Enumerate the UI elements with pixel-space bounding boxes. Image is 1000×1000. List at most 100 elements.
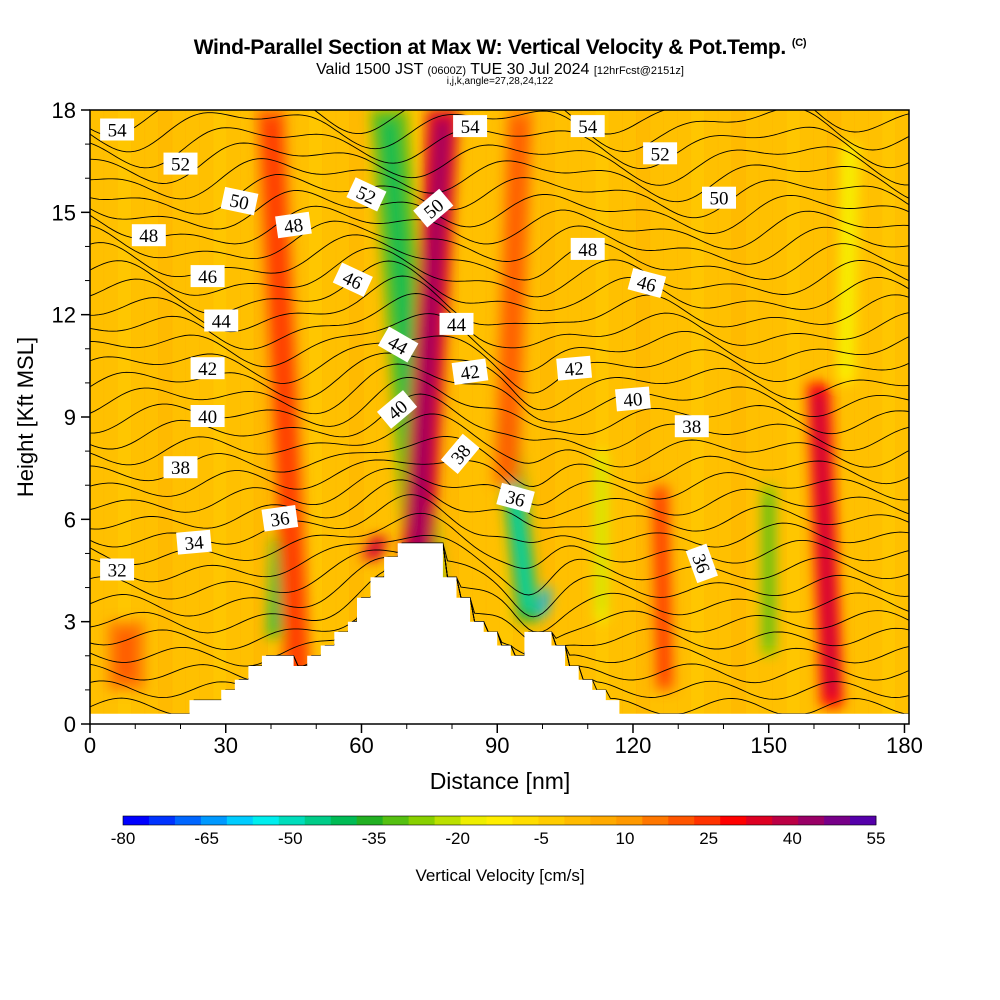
isentrope-label-text: 52: [171, 155, 190, 176]
colorbar: -80 -65 -50 -35 -20 -5 10 25 40 55: [111, 815, 885, 848]
field-band: [349, 110, 364, 724]
label-box: [346, 177, 387, 212]
isentrope-label-text: 32: [108, 561, 127, 582]
label-box: [163, 152, 198, 175]
isentrope: [90, 205, 909, 250]
isentrope: [90, 534, 909, 596]
x-tick-label: 180: [886, 733, 923, 758]
isentrope-label-text: 50: [228, 190, 251, 214]
field-band: [745, 110, 760, 724]
isentrope: [90, 542, 909, 633]
colorbar-tick-label: -50: [278, 829, 303, 848]
isentrope-label-text: 50: [710, 189, 729, 210]
colorbar-swatch: [252, 816, 280, 825]
label-box: [100, 558, 135, 581]
isentrope-label: 48: [275, 211, 312, 239]
field-band: [786, 110, 801, 724]
isentrope-label: 32: [100, 558, 135, 582]
valid-date: TUE 30 Jul 2024: [470, 61, 590, 78]
y-tick-label: 6: [64, 507, 76, 532]
field-band: [608, 110, 623, 724]
isentrope-label-text: 42: [459, 361, 481, 384]
isentrope-label: 44: [439, 312, 474, 336]
isentrope-label-text: 38: [682, 417, 701, 438]
isentrope-label-text: 54: [578, 117, 598, 138]
isentrope-label: 36: [685, 543, 718, 584]
label-box: [220, 186, 259, 216]
label-box: [376, 390, 418, 429]
isentrope-label-text: 38: [171, 458, 190, 479]
colorbar-tick-label: -35: [362, 829, 387, 848]
label-box: [131, 224, 166, 247]
colorbar-tick-label: -20: [445, 829, 470, 848]
isentrope-label-text: 48: [283, 215, 305, 238]
colorbar-swatch: [694, 816, 721, 825]
field-band: [567, 110, 582, 724]
x-tick-label: 120: [615, 733, 652, 758]
label-box: [176, 529, 212, 555]
label-box: [453, 115, 488, 138]
isentrope-label-text: 46: [198, 267, 217, 288]
label-box: [377, 326, 419, 363]
isentrope-label: 34: [176, 529, 212, 555]
label-box: [674, 415, 709, 438]
isentrope: [90, 247, 909, 298]
colorbar-swatch: [512, 816, 539, 825]
colorbar-swatch: [564, 816, 591, 825]
isentrope: [90, 436, 909, 487]
title-text: Wind-Parallel Section at Max W: Vertical…: [193, 36, 787, 59]
field-band: [253, 110, 268, 724]
isentrope-label: 36: [496, 482, 535, 513]
isentrope-label: 54: [570, 115, 605, 138]
label-box: [556, 355, 593, 381]
isentrope-label-text: 54: [461, 117, 481, 138]
isentrope: [90, 542, 909, 618]
x-axis-label: Distance [nm]: [430, 768, 571, 794]
label-box: [643, 142, 678, 165]
terrain: [90, 543, 909, 724]
isentrope-label: 36: [261, 505, 299, 532]
isentrope-label-text: 44: [447, 315, 467, 336]
colorbar-swatch: [824, 816, 851, 825]
y-tick-label: 18: [52, 98, 76, 123]
colorbar-swatch: [850, 816, 877, 825]
x-tick-label: 0: [84, 733, 96, 758]
isentrope: [90, 459, 909, 506]
field-band: [881, 110, 896, 724]
isentrope: [90, 190, 909, 234]
isentrope-label-text: 40: [623, 389, 644, 412]
isentrope: [90, 293, 909, 350]
isentrope-label: 44: [204, 309, 239, 333]
colorbar-swatch: [304, 816, 332, 825]
colorbar-tick-label: 25: [699, 829, 718, 848]
isentrope-label-text: 48: [139, 226, 158, 247]
field-band: [772, 110, 787, 724]
isentrope-label: 48: [131, 224, 166, 247]
colorbar-tick-label: -80: [111, 829, 136, 848]
velocity-core: [500, 120, 526, 475]
colorbar-swatch: [200, 816, 228, 825]
valid-prefix: Valid 1500 JST: [316, 61, 424, 78]
field-band: [554, 110, 569, 724]
velocity-core: [264, 120, 305, 680]
label-box: [261, 505, 299, 532]
isentrope-label: 54: [100, 118, 135, 142]
field-band: [240, 110, 255, 724]
y-axis-label: Height [Kft MSL]: [13, 337, 38, 497]
isentrope: [90, 468, 909, 519]
isentrope-label: 42: [556, 355, 593, 381]
colorbar-swatch: [538, 816, 565, 825]
field-band: [799, 110, 814, 724]
velocity-core: [813, 393, 838, 697]
field-band: [308, 110, 323, 724]
colorbar-swatch: [434, 816, 461, 825]
isentrope-label: 40: [190, 405, 225, 428]
colorbar-swatch: [668, 816, 695, 825]
valid-time-line: Valid 1500 JST (0600Z) TUE 30 Jul 2024 […: [0, 61, 1000, 79]
label-box: [615, 386, 651, 412]
x-tick-label: 30: [214, 733, 238, 758]
y-tick-label: 12: [52, 303, 76, 328]
label-box: [702, 186, 736, 209]
isentrope-label-text: 42: [198, 359, 217, 380]
